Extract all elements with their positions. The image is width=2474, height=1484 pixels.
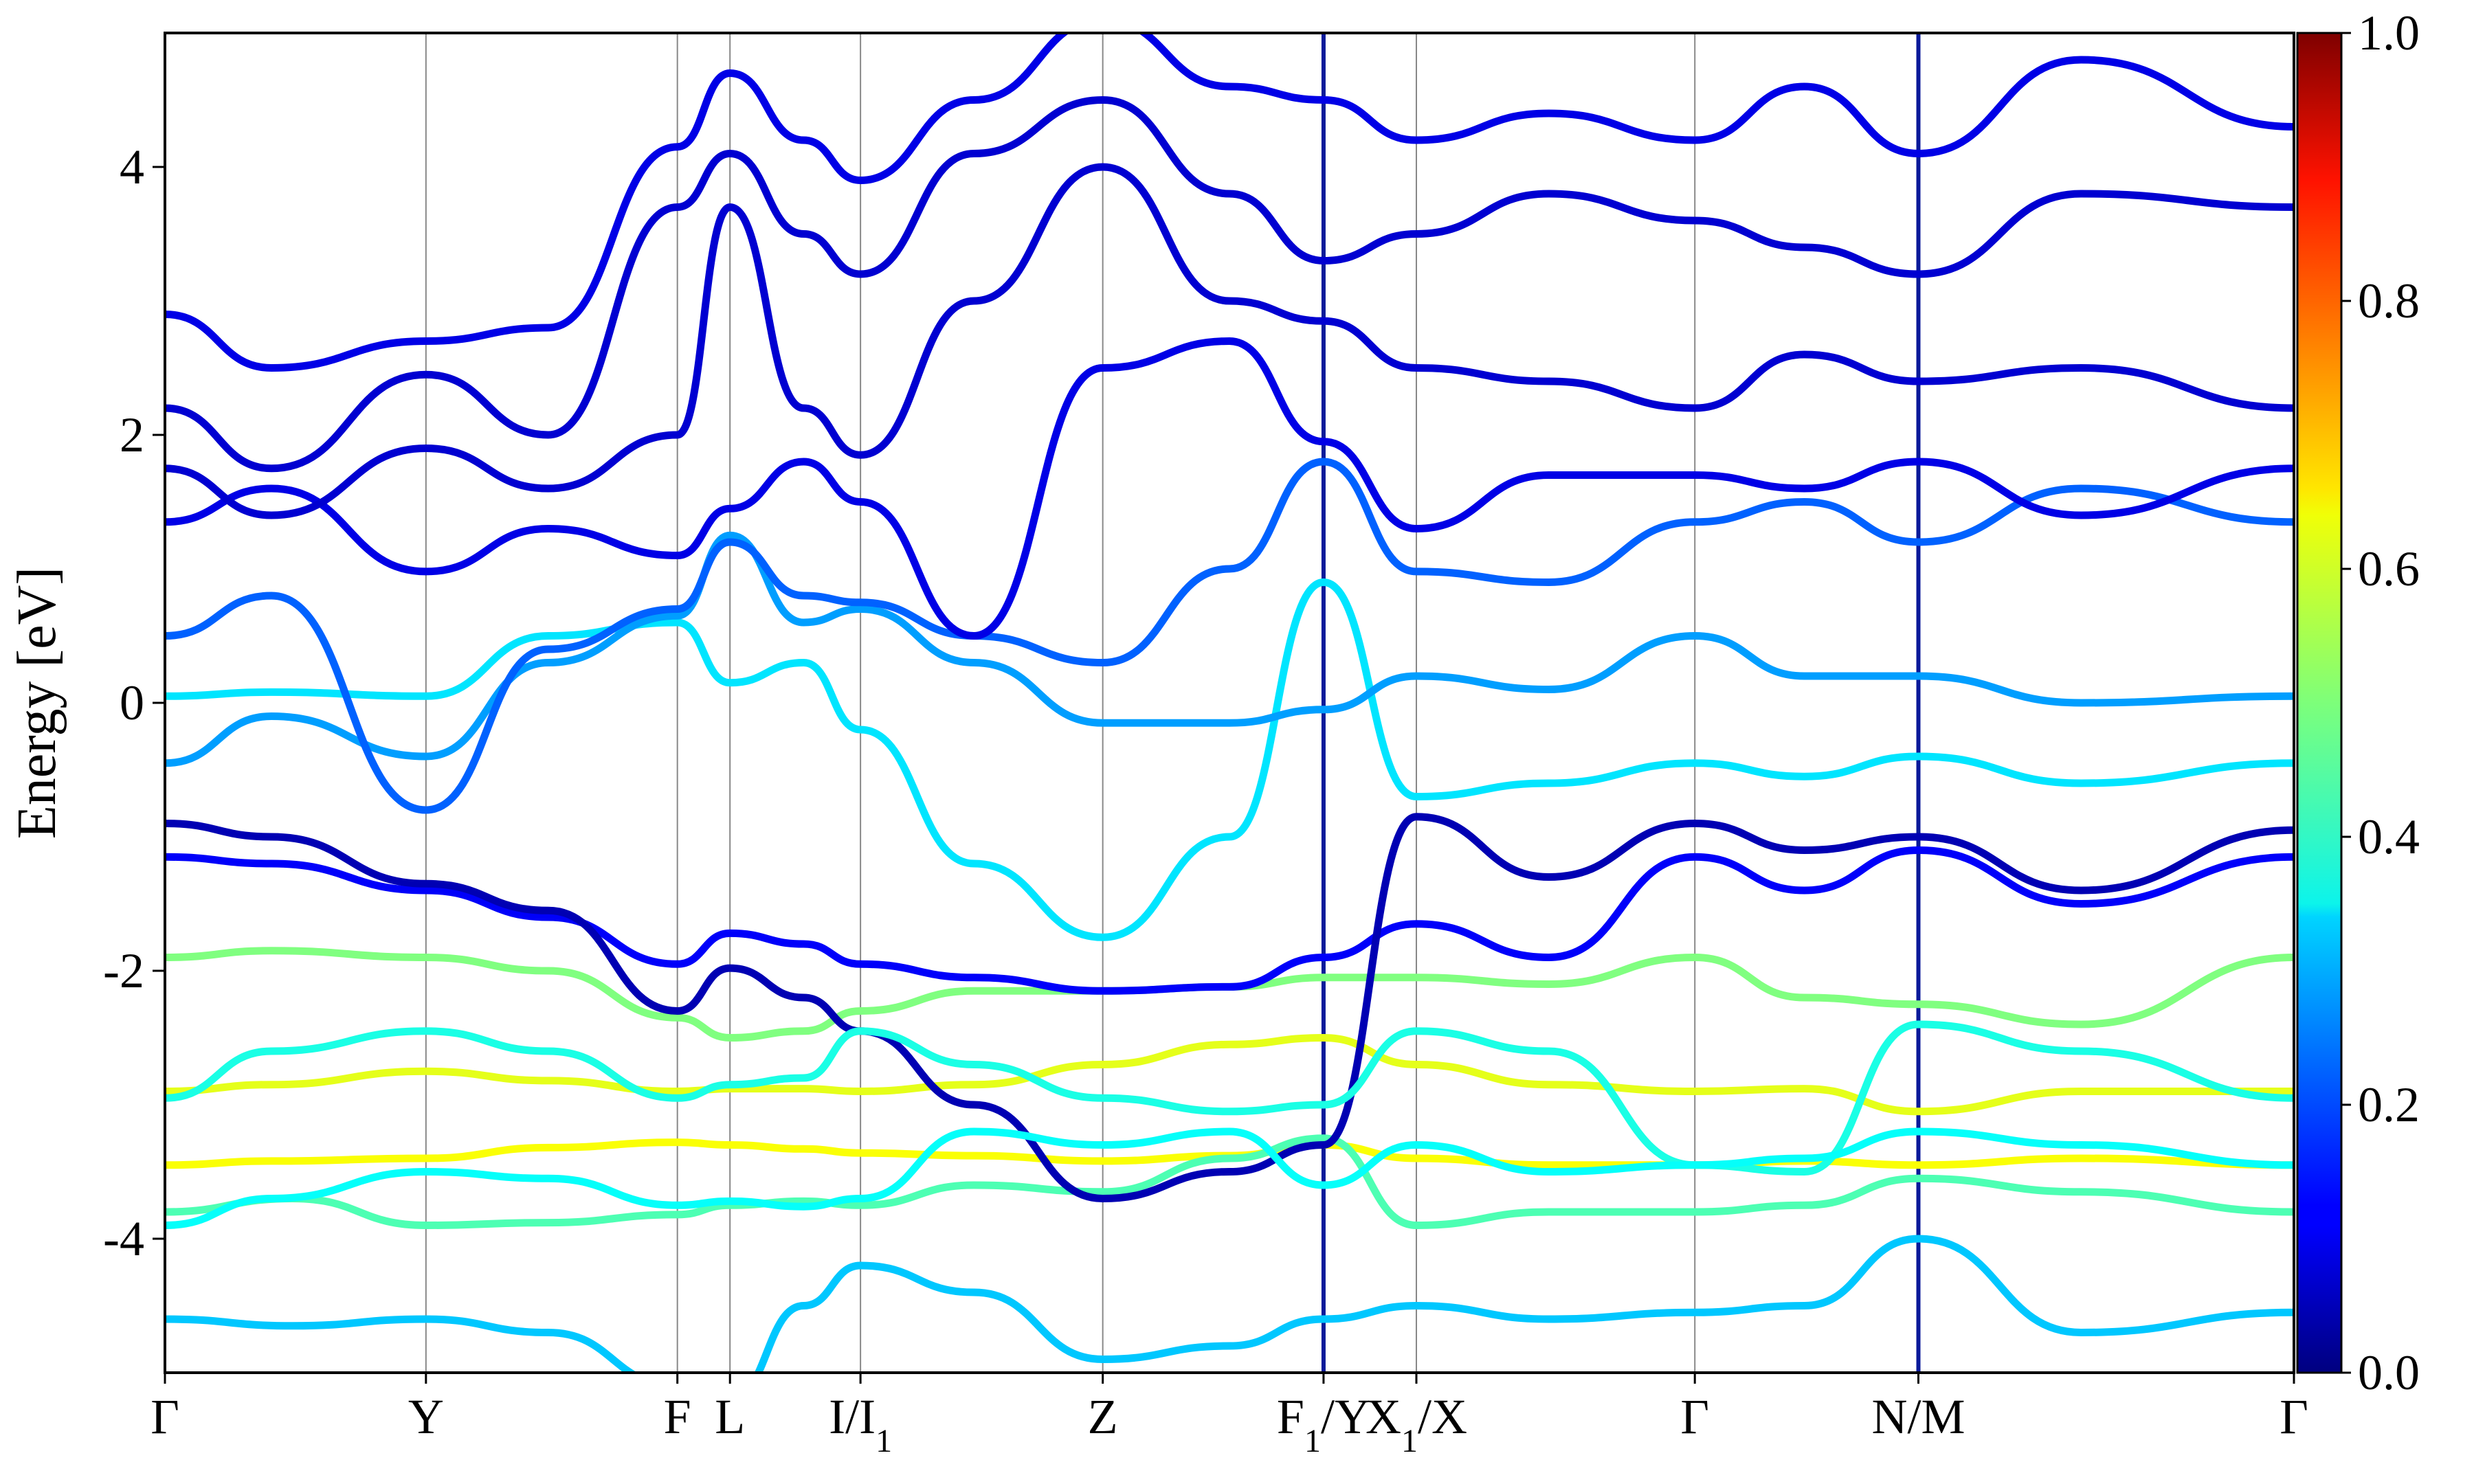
colorbar: 0.0 0.2 0.4 0.6 0.8 1.0 — [2296, 5, 2420, 1400]
band-lines — [165, 33, 2294, 1373]
x-tick-label: F — [664, 1389, 691, 1444]
x-tick-label: F1/Y — [1277, 1389, 1370, 1459]
band-line-0 — [165, 1138, 2294, 1169]
band-line-4 — [165, 1235, 2294, 1373]
x-tick-label: X1/X — [1366, 1389, 1467, 1459]
band-line-11 — [165, 163, 2294, 519]
x-tick-label: L — [715, 1389, 745, 1444]
x-tick-label: Γ — [151, 1389, 179, 1444]
band-line-14 — [165, 1020, 2294, 1176]
band-line-13 — [165, 33, 2294, 372]
y-tick-label: 2 — [120, 407, 144, 462]
colorbar-tick-label: 0.8 — [2358, 273, 2420, 328]
y-tick-label: -2 — [103, 943, 144, 998]
colorbar-ticks: 0.0 0.2 0.4 0.6 0.8 1.0 — [2341, 5, 2420, 1400]
x-tick-label: Z — [1088, 1389, 1118, 1444]
y-axis-title: Energy [eV] — [7, 567, 67, 839]
band-line-12 — [165, 96, 2294, 473]
colorbar-tick-label: 0.6 — [2358, 541, 2420, 596]
band-line-5 — [165, 846, 2294, 995]
x-tick-label: Γ — [2280, 1389, 2308, 1444]
x-tick-label: Y — [408, 1389, 444, 1444]
band-line-6 — [165, 813, 2294, 1202]
high-symmetry-lines — [425, 33, 1921, 1373]
plot-area — [164, 32, 2295, 1374]
x-tick-label: N/M — [1871, 1389, 1965, 1444]
band-line-10 — [165, 337, 2294, 640]
colorbar-tick-label: 0.0 — [2358, 1345, 2420, 1400]
y-axis: -4 -2 0 2 4 — [103, 139, 165, 1266]
band-line-8 — [165, 531, 2294, 767]
colorbar-tick-label: 1.0 — [2358, 5, 2420, 60]
colorbar-tick-label: 0.2 — [2358, 1077, 2420, 1132]
band-line-15 — [165, 1127, 2294, 1229]
colorbar-tick-label: 0.4 — [2358, 809, 2420, 864]
y-tick-label: 4 — [120, 139, 144, 194]
x-tick-label: I/I1 — [829, 1389, 892, 1459]
colorbar-gradient — [2296, 32, 2343, 1374]
x-axis: Γ Y F L I/I1 Z F1/YX1/X Γ N/M Γ — [151, 1373, 2308, 1459]
y-tick-label: -4 — [103, 1211, 144, 1266]
band-line-7 — [165, 578, 2294, 941]
band-line-9 — [165, 458, 2294, 814]
band-line-3 — [165, 1134, 2294, 1229]
x-tick-label: Γ — [1680, 1389, 1709, 1444]
y-tick-label: 0 — [120, 675, 144, 730]
